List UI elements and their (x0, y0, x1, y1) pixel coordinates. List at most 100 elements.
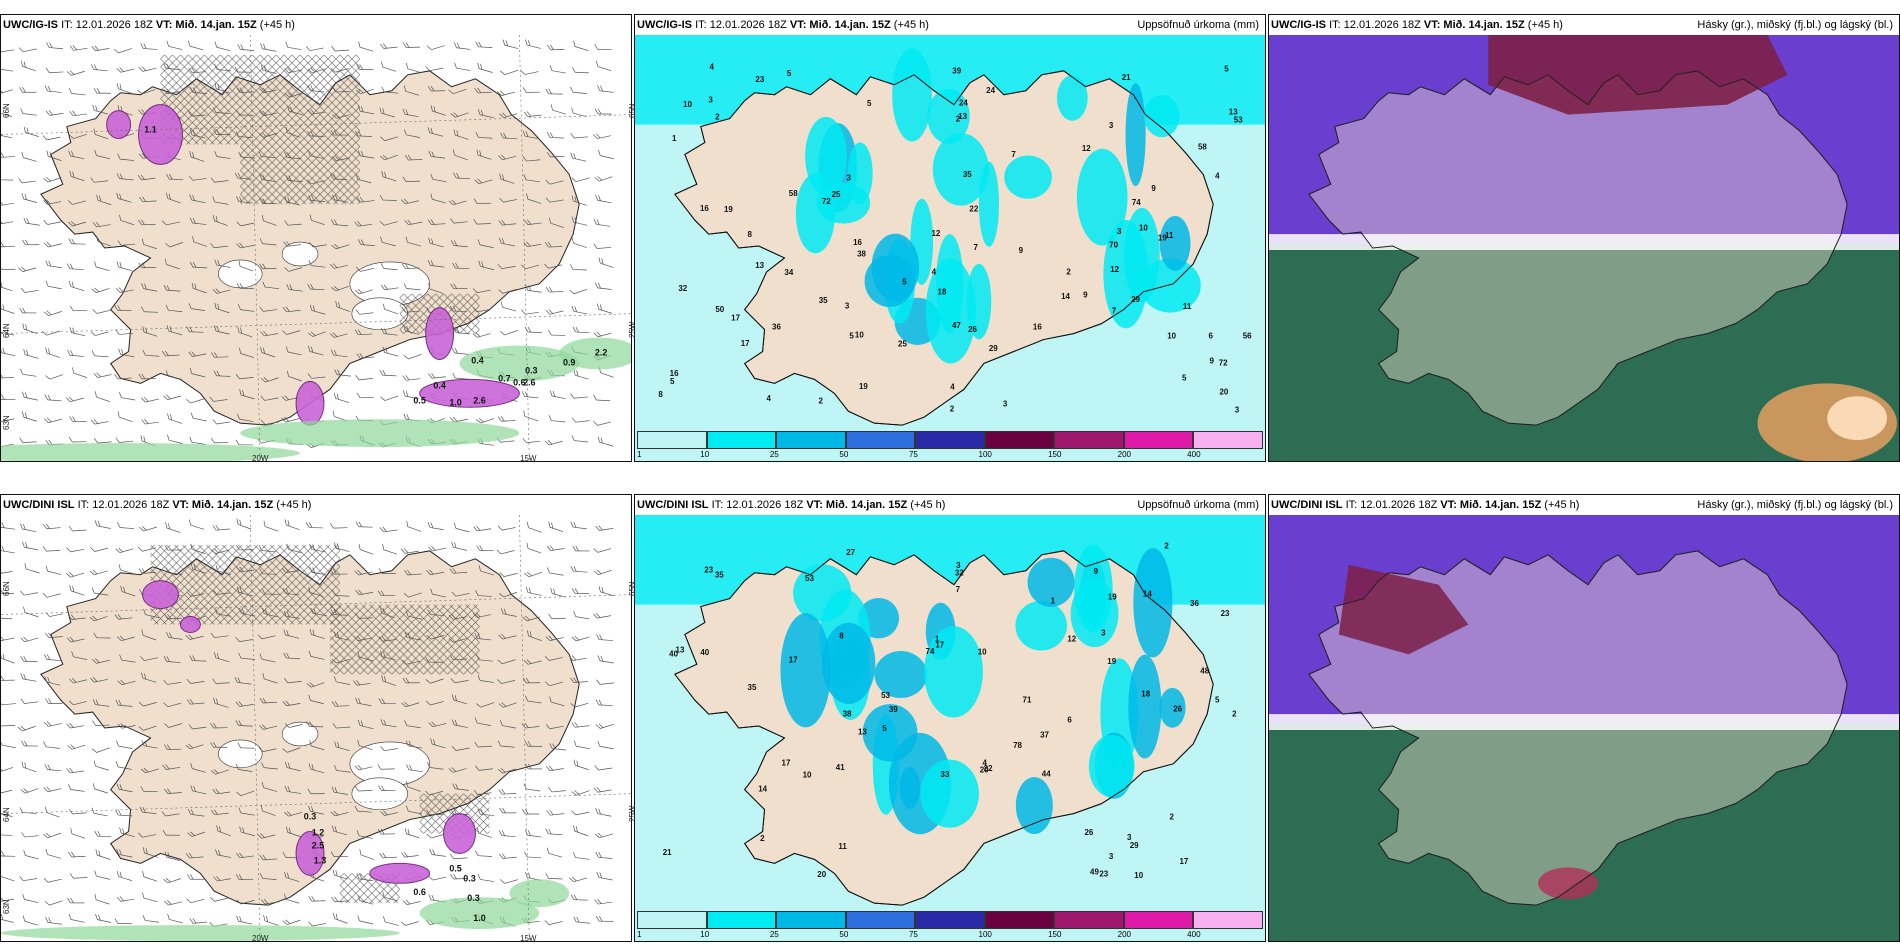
wind-barb (309, 242, 327, 248)
wind-barb (21, 193, 38, 203)
wind-barb (69, 416, 87, 422)
valid-time: VT: Mið. 14.jan. 15Z (172, 499, 274, 511)
wind-barb (497, 264, 516, 270)
wind-barb (1, 850, 16, 857)
wind-barb (404, 828, 420, 839)
wind-barb (93, 128, 109, 140)
wind-barb (261, 215, 277, 226)
wind-barb (497, 768, 516, 774)
wind-barb (282, 700, 301, 707)
wind-barb (306, 721, 324, 728)
precip-value: 72 (822, 197, 831, 206)
precip-value: 3 (956, 561, 961, 570)
wind-barb (1, 788, 13, 794)
wind-barb (92, 658, 111, 664)
wind-barb (497, 659, 516, 665)
wind-barb (476, 418, 495, 424)
wind-barb (545, 179, 564, 185)
wind-barb (89, 569, 108, 576)
colorbar-swatch (776, 431, 846, 449)
precip-value: 4 (950, 383, 955, 392)
precip-value: 14 (758, 784, 767, 793)
wind-barb (23, 606, 39, 618)
init-time: IT: 12.01.2026 18Z (61, 19, 153, 31)
precip-value: 20 (817, 870, 826, 879)
wind-barb (259, 724, 278, 730)
wind-barb (284, 761, 301, 772)
precip-value: 40 (669, 649, 678, 658)
wind-barb (20, 523, 37, 533)
wind-barb (305, 522, 323, 529)
wind-map-panel: UWC/DINI ISL IT: 12.01.2026 18Z VT: Mið.… (0, 494, 632, 942)
wind-barb (45, 67, 64, 74)
glacier (218, 739, 263, 769)
wind-barb (1, 699, 16, 706)
precip-blob (142, 580, 179, 610)
wind-barb (1, 739, 16, 749)
wind-barb (356, 353, 375, 359)
wind-barb (91, 45, 110, 52)
wind-barb (236, 242, 255, 249)
wind-barb (379, 154, 398, 161)
wind-barb (259, 697, 278, 704)
wind-barb (331, 219, 348, 227)
wind-barb (167, 413, 183, 424)
precip-value: 26 (968, 325, 977, 334)
colorbar-tick: 50 (839, 450, 849, 459)
wind-barb (571, 635, 590, 642)
wind-barb (425, 678, 444, 684)
wind-barb (189, 217, 207, 225)
wind-barb (283, 652, 301, 660)
wind-barb (286, 543, 303, 554)
wind-barb (499, 591, 518, 598)
wind-barb (546, 847, 563, 858)
wind-barb (189, 129, 206, 139)
wind-barb (450, 678, 469, 684)
wind-barb (119, 827, 135, 837)
convective-area (1538, 867, 1598, 900)
wind-barb (309, 304, 326, 315)
colorbar-tick: 10 (700, 930, 710, 939)
wind-barb (113, 48, 132, 54)
wind-barb (525, 284, 542, 293)
wind-barb (498, 237, 516, 247)
wind-barb (187, 831, 206, 837)
precip-value: 8 (839, 632, 844, 641)
colorbar: 1 10 25 50 75 100 150 200 400 (637, 431, 1263, 459)
wind-barb (91, 807, 108, 817)
wind-barb (472, 332, 491, 338)
wind-barb (261, 588, 280, 595)
wind-barb (450, 112, 469, 118)
wind-barb (307, 788, 325, 795)
wind-barb (429, 849, 446, 857)
wind-barb (593, 243, 612, 249)
wind-barb (238, 807, 255, 816)
panel-title: Hásky (gr.), miðský (fj.bl.) og lágský (… (1697, 19, 1893, 31)
wind-barb (474, 87, 492, 94)
map-area: 2 14 16 10 11 12 13 53 70 50 72 29 12 17 23 7 19 4 9 21 36 24… (635, 35, 1265, 461)
wind-barb (285, 126, 301, 138)
wind-barb (164, 788, 182, 794)
wind-barb (163, 394, 182, 400)
init-time: IT: 12.01.2026 18Z (711, 499, 804, 511)
wind-barb (42, 832, 61, 839)
wind-barb (379, 526, 398, 533)
wind-barb (402, 677, 420, 684)
wind-barb (453, 327, 471, 335)
wind-barb (1, 521, 16, 530)
wind-barb (19, 807, 37, 814)
wind-barb (210, 177, 229, 183)
colorbar-tick: 400 (1187, 450, 1201, 459)
wind-barb (448, 88, 467, 95)
wind-barb (354, 221, 373, 227)
wind-barb (597, 436, 614, 447)
wind-barb (137, 174, 156, 181)
wind-barb (500, 879, 519, 884)
wind-barb (67, 614, 86, 620)
wind-barb (282, 330, 301, 335)
panel-title: Uppsöfnuð úrkoma (mm) (1137, 499, 1259, 511)
precip-label: 0.6 (413, 887, 425, 897)
wind-barb (257, 634, 276, 640)
colorbar-swatch (984, 431, 1055, 449)
precip-value: 44 (1042, 769, 1051, 778)
